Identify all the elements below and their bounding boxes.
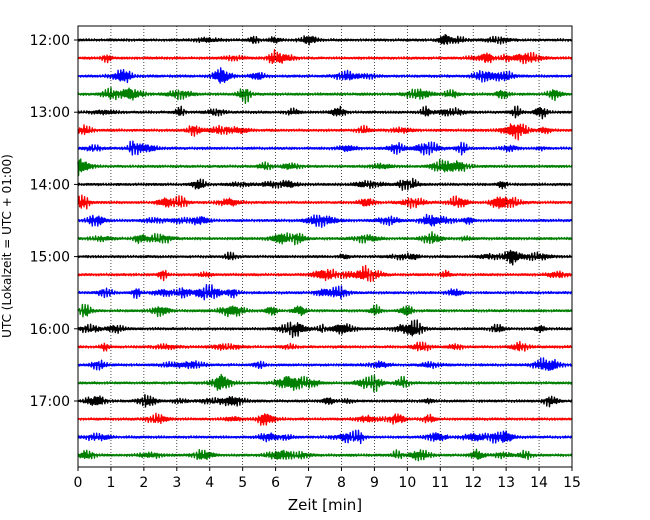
y-tick-label: 14:00 [30,177,70,193]
seismic-trace [77,264,573,283]
x-tick-label: 12 [464,475,482,491]
x-tick-label: 6 [271,475,280,491]
seismic-trace [77,158,573,177]
seismic-trace [77,213,573,228]
x-tick-label: 13 [497,475,515,491]
x-tick-label: 7 [304,475,313,491]
x-tick-label: 10 [398,475,416,491]
seismic-trace [77,249,573,266]
x-axis-ticks: 0 1 2 3 4 5 6 7 8 9 10 11 12 13 14 15 [74,467,581,491]
seismic-trace [77,373,573,393]
seismic-trace [77,448,573,462]
seismic-trace [77,86,573,105]
seismic-trace [77,357,573,371]
y-tick-label: 13:00 [30,105,70,121]
seismic-trace [77,123,573,141]
x-tick-label: 15 [563,475,581,491]
x-tick-label: 14 [530,475,548,491]
seismic-trace [77,194,573,210]
x-tick-label: 9 [370,475,379,491]
seismic-trace [77,177,573,191]
seismic-trace [77,140,573,156]
seismic-trace [77,284,573,301]
x-tick-label: 2 [139,475,148,491]
seismic-trace [77,49,573,65]
seismic-trace [77,303,573,318]
x-axis-label: Zeit [min] [288,496,362,514]
y-tick-label: 16:00 [30,322,70,338]
y-tick-label: 12:00 [30,33,70,49]
y-tick-label: 15:00 [30,250,70,266]
x-tick-label: 5 [238,475,247,491]
seismic-trace [77,34,573,46]
seismic-trace [77,105,573,120]
x-tick-label: 0 [74,475,83,491]
x-tick-label: 11 [431,475,449,491]
seismic-trace [77,319,573,339]
seismic-trace [77,394,573,408]
y-axis-ticks: 12:00 13:00 14:00 15:00 16:00 17:00 [30,33,78,410]
seismic-trace [77,429,573,445]
y-axis-label: UTC (Lokalzeit = UTC + 01:00) [0,154,14,338]
y-tick-label: 17:00 [30,394,70,410]
seismic-trace [77,67,573,84]
x-tick-label: 4 [205,475,214,491]
x-tick-label: 8 [337,475,346,491]
trace-group [77,34,573,462]
x-tick-label: 3 [172,475,181,491]
seismic-trace [77,231,573,246]
plot-frame [77,25,573,468]
seismic-trace [77,340,573,352]
seismic-trace [77,412,573,426]
x-tick-label: 1 [106,475,115,491]
